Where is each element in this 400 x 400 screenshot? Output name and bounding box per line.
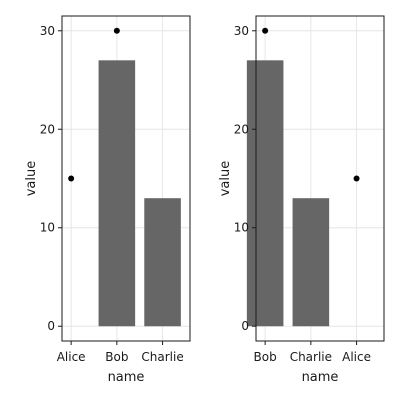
y-tick-label: 10 xyxy=(40,221,55,235)
x-axis-label: name xyxy=(108,370,145,385)
x-tick-label-charlie: Charlie xyxy=(141,350,183,364)
y-axis-label: value xyxy=(218,161,233,197)
y-tick-label: 20 xyxy=(40,122,55,136)
bar-charlie xyxy=(144,198,181,327)
point-bob xyxy=(113,27,120,34)
y-tick-label: 30 xyxy=(40,24,55,38)
x-tick-label-bob: Bob xyxy=(105,350,128,364)
bar-bob xyxy=(246,60,284,327)
y-axis-label: value xyxy=(24,161,39,197)
point-alice xyxy=(353,175,360,182)
plot-frame xyxy=(255,15,385,342)
y-tick-label: 10 xyxy=(234,221,249,235)
y-tick-label: 0 xyxy=(47,319,55,333)
chart-panel-1: 0 10 20 30 Alice Bob Charlie name value xyxy=(24,15,191,385)
bar-charlie xyxy=(292,198,330,327)
y-tick-label: 30 xyxy=(234,24,249,38)
point-alice xyxy=(68,175,75,182)
plot-frame xyxy=(61,15,191,342)
point-bob xyxy=(262,27,269,34)
x-tick-label-alice: Alice xyxy=(57,350,86,364)
x-tick-label-bob: Bob xyxy=(254,350,277,364)
bar-bob xyxy=(98,60,136,327)
x-tick-label-alice: Alice xyxy=(342,350,371,364)
y-tick-label: 20 xyxy=(234,122,249,136)
y-tick-label: 0 xyxy=(241,319,249,333)
x-axis-label: name xyxy=(302,370,339,385)
x-tick-label-charlie: Charlie xyxy=(290,350,332,364)
